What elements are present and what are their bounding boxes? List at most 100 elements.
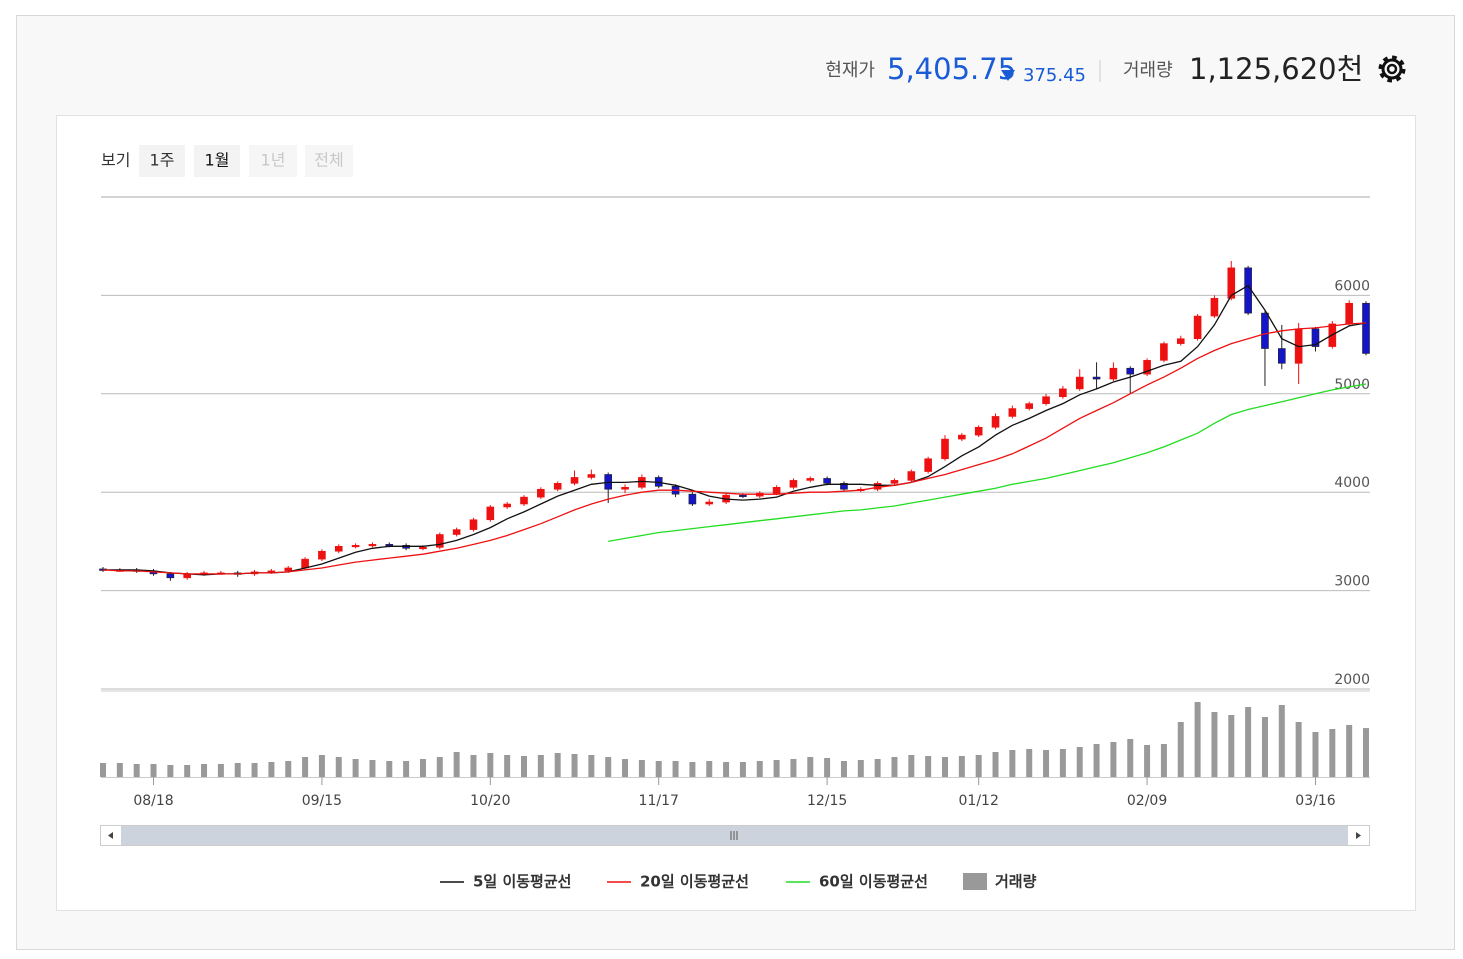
candle-body — [452, 529, 461, 535]
candle-body — [1193, 315, 1202, 339]
candle-body — [486, 506, 495, 521]
x-tick-label: 01/12 — [959, 793, 999, 809]
button-1m[interactable]: 1월 — [205, 151, 230, 170]
button-bg[interactable] — [249, 145, 297, 177]
candle-body — [958, 434, 966, 440]
volume-bar — [1009, 750, 1016, 777]
volume-bar — [436, 757, 443, 777]
volume-bar — [537, 755, 544, 777]
volume-bar — [335, 757, 342, 777]
volume-bar — [521, 756, 527, 777]
candle-body — [974, 426, 983, 436]
volume-bar — [116, 763, 123, 777]
candle-body — [520, 496, 528, 505]
volume-bar — [1177, 722, 1184, 777]
candle-body — [469, 519, 478, 530]
chart-panel — [56, 115, 1416, 911]
button-bg[interactable] — [305, 145, 353, 177]
button-bg[interactable] — [139, 145, 185, 177]
volume-bar — [554, 753, 561, 777]
volume-bar — [975, 755, 982, 777]
volume-bar — [234, 763, 241, 777]
candle-body — [1227, 267, 1236, 299]
scroll-left[interactable] — [108, 832, 113, 839]
settings-icon[interactable] — [1378, 55, 1406, 83]
scroll-right[interactable] — [1356, 832, 1361, 839]
candle-body — [284, 567, 293, 572]
candle-body — [570, 477, 579, 484]
volume-bar — [285, 761, 292, 777]
volume-bar — [352, 759, 359, 777]
candle-body — [419, 547, 427, 550]
volume-bar — [807, 757, 814, 777]
candle-body — [1109, 367, 1118, 380]
candle-body — [1092, 376, 1101, 380]
volume-bar — [605, 757, 612, 777]
volume-bar — [1059, 749, 1066, 777]
volume-label: 거래량 — [1123, 60, 1173, 81]
candle-body — [1244, 267, 1252, 314]
volume-bar — [217, 764, 224, 777]
candle-body — [503, 503, 511, 508]
candle-body — [1025, 403, 1033, 409]
volume-bar — [773, 760, 780, 777]
legend-label: 거래량 — [995, 873, 1037, 891]
x-tick-label: 12/15 — [807, 793, 847, 809]
volume-bar — [302, 757, 309, 777]
volume-bar — [571, 754, 578, 777]
x-tick-label: 08/18 — [133, 793, 173, 809]
legend-label: 60일 이동평균선 — [819, 873, 928, 891]
button-1w[interactable]: 1주 — [150, 151, 175, 170]
button-bg[interactable] — [194, 145, 240, 177]
volume-bar — [756, 761, 763, 777]
candle-body — [318, 550, 326, 560]
candle-body — [587, 474, 596, 478]
volume-total: 1,125,620천 — [1189, 52, 1363, 86]
candle-body — [924, 458, 932, 472]
volume-bar — [419, 759, 426, 777]
candle-body — [1143, 360, 1151, 375]
x-tick-label: 03/16 — [1295, 793, 1335, 809]
volume-bar — [622, 759, 629, 777]
candle-body — [739, 494, 747, 497]
volume-bar — [1363, 728, 1369, 777]
x-tick-label: 11/17 — [639, 793, 679, 809]
view-label: 보기 — [101, 151, 130, 170]
volume-bar — [723, 762, 730, 777]
volume-bar — [1160, 744, 1167, 777]
volume-bar — [1093, 744, 1100, 777]
volume-bar — [992, 752, 999, 777]
gear-teeth — [1378, 55, 1406, 83]
volume-bar — [487, 753, 494, 777]
candle-body — [1059, 388, 1067, 398]
volume-bar — [672, 761, 679, 777]
candle-body — [1075, 376, 1084, 390]
volume-bar — [1043, 750, 1050, 777]
candle-body — [638, 477, 646, 488]
candle-body — [368, 544, 377, 547]
scrollbar[interactable] — [100, 825, 1370, 846]
candle-body — [334, 546, 343, 552]
price-label: 현재가 — [825, 60, 875, 81]
volume-bar — [706, 761, 713, 777]
volume-bar — [925, 756, 932, 777]
scroll-grip — [730, 831, 738, 840]
volume-bar — [133, 764, 140, 777]
y-tick-label: 3000 — [1334, 574, 1370, 590]
volume-bar — [386, 761, 393, 777]
volume-bar — [167, 765, 174, 777]
price-change: 375.45 — [1023, 65, 1086, 86]
volume-bar — [824, 758, 831, 777]
legend-swatch — [963, 873, 987, 890]
button-all[interactable]: 전체 — [314, 151, 343, 170]
y-tick-label: 5000 — [1334, 377, 1370, 393]
volume-bar — [1127, 739, 1134, 777]
volume-bar — [369, 760, 376, 777]
volume-bar — [470, 755, 477, 777]
gear-hole — [1386, 63, 1398, 75]
gear-ring — [1381, 58, 1403, 80]
volume-bar — [942, 757, 948, 777]
volume-bar — [504, 755, 511, 777]
button-1y[interactable]: 1년 — [261, 151, 286, 170]
volume-bar — [318, 755, 325, 777]
